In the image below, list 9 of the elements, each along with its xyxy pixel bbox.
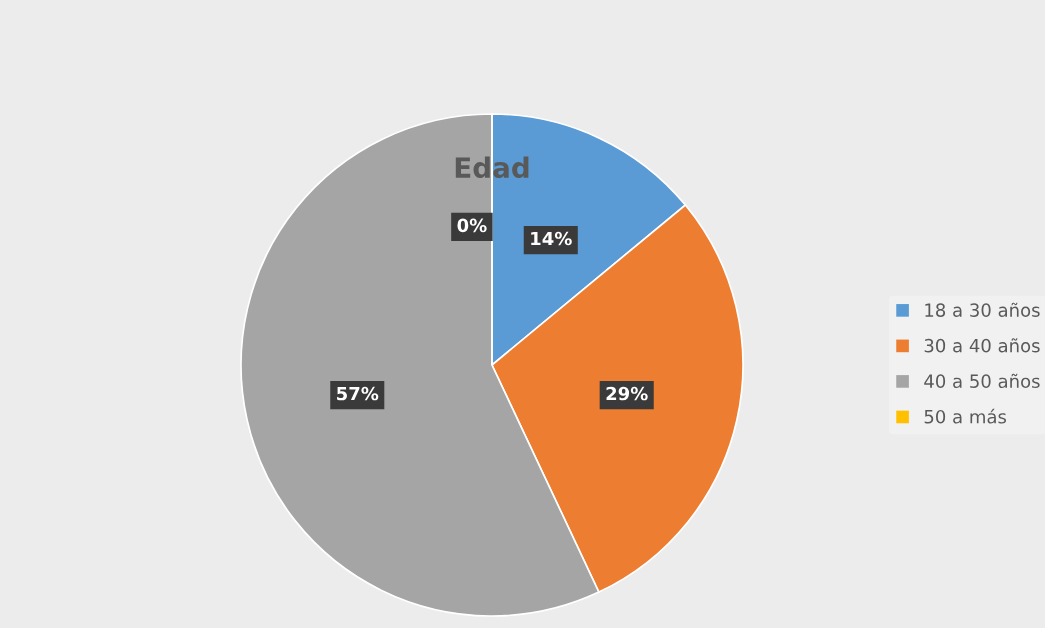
text: 0%	[457, 218, 487, 233]
legend-label: 30 a 40 años	[924, 338, 1040, 353]
legend-label: 40 a 50 años	[924, 373, 1040, 388]
data-label: 14%	[531, 231, 572, 246]
text: Edad	[455, 156, 529, 179]
data-label: 29%	[606, 386, 648, 401]
legend-label: 50 a más	[924, 408, 1007, 424]
legend-label: 18 a 30 años	[925, 302, 1040, 317]
data-label: 57%	[337, 386, 379, 401]
